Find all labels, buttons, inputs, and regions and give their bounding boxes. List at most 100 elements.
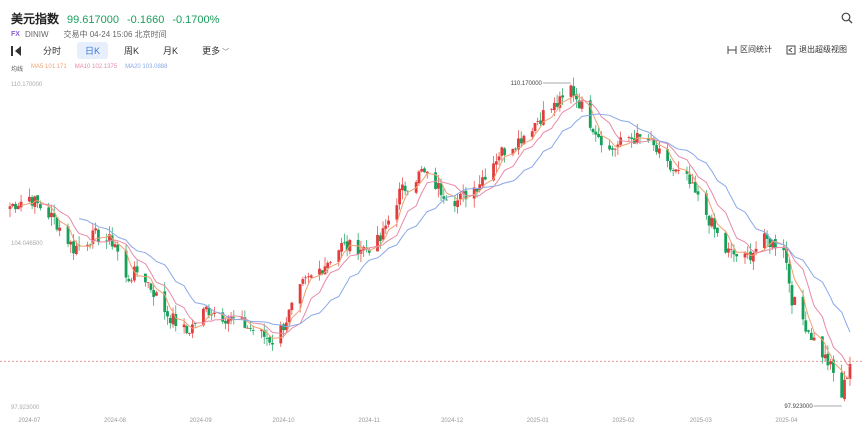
candle-body	[539, 120, 542, 124]
candle-body	[820, 336, 824, 358]
candle-body	[58, 227, 62, 231]
period-toolbar: 分时 日K 周K 月K 更多 ﹀	[9, 42, 245, 59]
candle-body	[27, 196, 31, 202]
candle-body	[580, 101, 584, 109]
candle-body	[182, 324, 186, 328]
candle-body	[713, 218, 717, 230]
candle-body	[751, 252, 755, 262]
candle-body	[497, 156, 501, 161]
candle-body	[696, 191, 700, 195]
tab-weekly[interactable]: 周K	[124, 46, 140, 56]
high-marker: 110.170000	[511, 81, 571, 87]
candle-body	[458, 193, 462, 200]
candle-body	[47, 207, 51, 218]
candle-body	[823, 354, 827, 359]
x-axis-label: 2024-08	[104, 418, 127, 424]
candle-body	[146, 282, 150, 284]
tab-more[interactable]: 更多 ﹀	[194, 42, 237, 59]
candle-body	[337, 250, 341, 262]
candle-body	[572, 86, 576, 96]
candle-body	[594, 131, 598, 135]
candle-body	[190, 324, 194, 334]
candle-body	[475, 188, 479, 192]
candle-body	[522, 135, 526, 144]
candle-body	[16, 205, 20, 210]
candle-body	[420, 169, 424, 172]
candle-body	[638, 134, 642, 137]
x-axis-label: 2024-10	[273, 418, 296, 424]
candle-body	[727, 248, 730, 253]
ma-line-ma10	[40, 99, 851, 368]
candle-body	[445, 199, 448, 201]
candle-body	[646, 138, 650, 141]
tab-intraday[interactable]: 分时	[43, 46, 62, 56]
candle-body	[812, 337, 816, 341]
candle-body	[188, 333, 192, 334]
candle-body	[483, 176, 487, 180]
candle-body	[248, 328, 252, 329]
x-axis-label: 2025-01	[527, 418, 550, 424]
candle-body	[268, 337, 272, 343]
candle-body	[36, 195, 40, 204]
collapse-panel-icon[interactable]	[9, 44, 23, 58]
candle-body	[536, 120, 540, 122]
candle-body	[52, 213, 56, 218]
search-icon[interactable]	[841, 12, 853, 24]
candle-body	[417, 171, 421, 184]
candle-body	[8, 206, 12, 209]
candle-body	[376, 234, 379, 252]
candle-body	[340, 243, 343, 252]
candle-body	[500, 147, 504, 156]
chevron-down-icon: ﹀	[222, 49, 230, 56]
candle-body	[768, 238, 772, 247]
exit-super-view-button[interactable]: 退出超级视图	[786, 44, 847, 55]
candle-body	[243, 317, 247, 328]
candle-body	[132, 266, 136, 281]
market-tag: FX	[11, 31, 20, 38]
range-stats-button[interactable]: 区间统计	[727, 44, 772, 55]
candle-body	[533, 122, 537, 131]
legend-ma20: MA20 103.0888	[125, 64, 168, 70]
candle-body	[599, 135, 603, 146]
candle-body	[88, 244, 92, 246]
candle-body	[785, 248, 788, 263]
moving-averages-layer	[20, 94, 851, 379]
candle-body	[801, 296, 805, 320]
candle-body	[668, 160, 672, 170]
candle-body	[30, 197, 34, 206]
candle-body	[174, 314, 178, 327]
candle-body	[790, 285, 794, 306]
candle-body	[541, 110, 545, 126]
candle-body	[74, 245, 78, 255]
candle-body	[782, 248, 786, 251]
candle-body	[304, 277, 308, 279]
candle-body	[320, 270, 324, 274]
x-axis-label: 2025-02	[612, 418, 635, 424]
candle-body	[494, 161, 498, 165]
tab-daily[interactable]: 日K	[77, 42, 109, 59]
candle-body	[671, 170, 675, 171]
price-change-pct: -0.1700%	[172, 14, 220, 26]
candle-body	[69, 241, 73, 245]
candlestick-chart[interactable]: 110.170000 104.046500 97.923000 110.1700…	[0, 76, 863, 438]
candle-body	[398, 188, 402, 205]
price-change: -0.1660	[127, 14, 165, 26]
candle-body	[677, 169, 681, 171]
x-axis-label: 2024-07	[18, 418, 41, 424]
candle-body	[113, 244, 117, 248]
candle-body	[478, 184, 482, 191]
candle-body	[50, 212, 53, 218]
candle-body	[588, 100, 592, 128]
candle-body	[116, 244, 120, 252]
candle-body	[616, 144, 620, 148]
tab-monthly[interactable]: 月K	[163, 46, 179, 56]
y-axis-label-mid: 104.046500	[11, 241, 43, 247]
candle-body	[826, 353, 830, 366]
candle-body	[110, 235, 114, 247]
candle-body	[845, 377, 849, 380]
candle-body	[204, 306, 208, 310]
candle-body	[729, 249, 733, 250]
candle-body	[38, 203, 42, 209]
candle-body	[342, 242, 346, 244]
low-marker-label: 97.923000	[784, 404, 813, 410]
